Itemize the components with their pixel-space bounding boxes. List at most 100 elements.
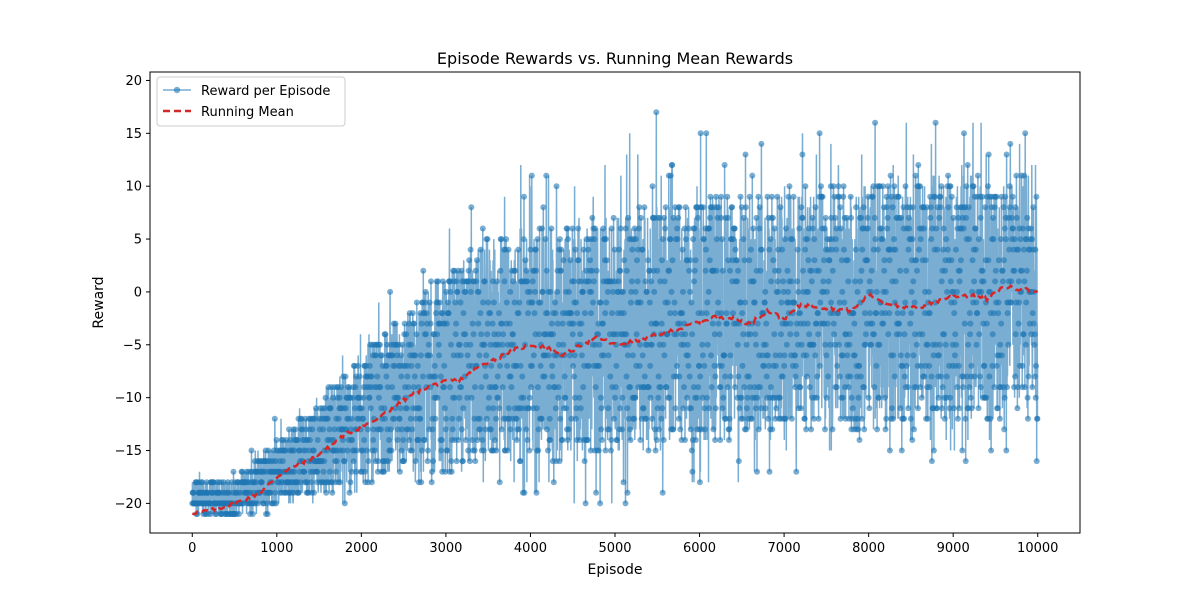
reward-point [458, 267, 465, 274]
reward-point [449, 415, 456, 422]
reward-point [838, 257, 845, 264]
reward-point [968, 405, 975, 412]
reward-point [745, 373, 752, 380]
reward-point [995, 299, 1002, 306]
reward-point [519, 373, 526, 380]
reward-point [324, 415, 331, 422]
reward-point [365, 458, 372, 465]
reward-point [892, 278, 899, 285]
x-tick-label: 1000 [260, 541, 293, 556]
reward-point [946, 405, 953, 412]
reward-point [458, 426, 465, 433]
reward-point [746, 257, 753, 264]
reward-point [726, 415, 733, 422]
reward-point [384, 384, 391, 391]
reward-point [447, 288, 454, 295]
reward-point [528, 172, 535, 179]
reward-point [813, 394, 820, 401]
reward-point [526, 447, 533, 454]
reward-point [711, 362, 718, 369]
reward-point [822, 426, 828, 433]
reward-point [685, 362, 692, 369]
reward-point [460, 405, 467, 412]
reward-point [793, 468, 800, 475]
reward-point [794, 246, 801, 253]
reward-point [767, 384, 774, 391]
reward-point [883, 193, 890, 200]
reward-point [705, 288, 712, 295]
y-tick-label: −5 [123, 338, 142, 353]
reward-point [624, 405, 631, 412]
reward-point [923, 204, 930, 211]
reward-point [548, 225, 555, 232]
reward-point [860, 204, 867, 211]
x-tick-label: 5000 [598, 541, 631, 556]
reward-point [956, 267, 963, 274]
reward-point [987, 415, 994, 422]
reward-point [1004, 384, 1010, 391]
reward-point [462, 331, 469, 338]
reward-point [572, 246, 579, 253]
reward-point [748, 415, 755, 422]
reward-point [998, 352, 1005, 359]
reward-point [816, 362, 823, 369]
reward-point [679, 246, 686, 253]
reward-point [475, 288, 482, 295]
reward-point [530, 352, 537, 359]
y-tick-label: 5 [134, 233, 142, 248]
reward-point [634, 278, 641, 285]
reward-point [858, 415, 865, 422]
reward-point [785, 288, 792, 295]
reward-point [603, 257, 610, 264]
reward-point [977, 214, 984, 221]
reward-point [958, 257, 964, 264]
reward-point [754, 468, 760, 475]
reward-point [527, 288, 534, 295]
reward-point [593, 489, 600, 496]
reward-point [781, 362, 788, 369]
reward-point [489, 278, 496, 285]
reward-point [465, 267, 472, 274]
reward-point [1013, 214, 1020, 221]
reward-point [544, 310, 551, 317]
reward-point [362, 468, 369, 475]
reward-point [1012, 373, 1019, 380]
reward-point [525, 310, 532, 317]
reward-point [704, 341, 711, 348]
reward-point [736, 405, 743, 412]
x-tick-label: 4000 [514, 541, 547, 556]
reward-point [901, 373, 908, 380]
reward-point [1024, 394, 1031, 401]
reward-point [902, 183, 909, 190]
reward-point [593, 267, 600, 274]
reward-point [441, 362, 448, 369]
reward-point [622, 500, 629, 507]
reward-point [507, 426, 514, 433]
reward-point [811, 236, 818, 243]
reward-point [826, 257, 833, 264]
reward-point [494, 373, 501, 380]
reward-point [448, 458, 455, 465]
reward-point [695, 384, 702, 391]
reward-point [815, 331, 822, 338]
reward-point [991, 204, 998, 211]
reward-point [395, 394, 402, 401]
reward-point [967, 394, 974, 401]
reward-point [762, 341, 769, 348]
reward-point [823, 352, 830, 359]
reward-point [619, 394, 626, 401]
reward-point [901, 415, 908, 422]
reward-point [822, 341, 829, 348]
reward-point [273, 437, 280, 443]
reward-point [936, 352, 942, 359]
reward-point [600, 352, 607, 359]
legend-label-reward: Reward per Episode [201, 84, 330, 99]
reward-point [434, 331, 441, 338]
reward-point [1019, 225, 1026, 232]
reward-point [533, 267, 540, 274]
reward-point [862, 341, 869, 348]
reward-point [404, 405, 410, 412]
reward-point [416, 405, 423, 412]
x-tick-label: 8000 [852, 541, 885, 556]
reward-point [561, 373, 568, 380]
